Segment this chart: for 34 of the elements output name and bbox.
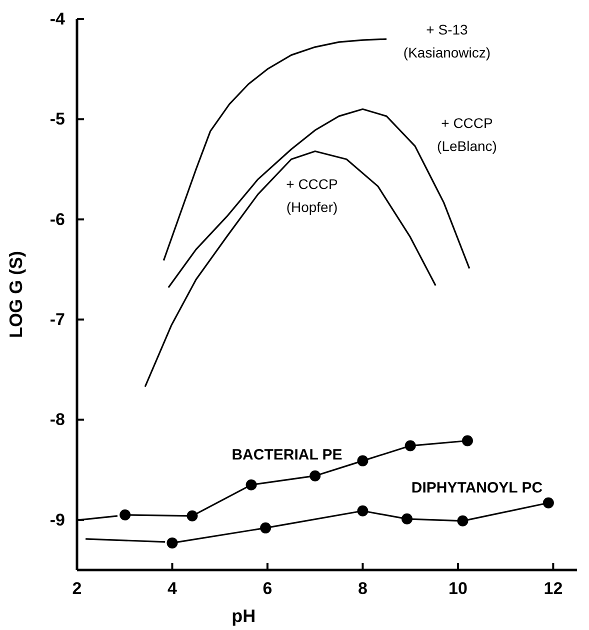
series-label: BACTERIAL PE [232, 446, 342, 464]
series-label: + CCCP (LeBlanc) [437, 115, 497, 154]
y-tick-label: -6 [50, 210, 65, 229]
point [402, 513, 412, 524]
y-tick-label: -4 [50, 9, 66, 28]
point [186, 510, 198, 522]
line-series [144, 150, 436, 388]
point [357, 455, 368, 466]
x-axis-title: pH [232, 606, 256, 626]
x-tick-label: 2 [72, 579, 82, 598]
y-tick-label: -8 [50, 410, 65, 430]
x-tick-label: 10 [448, 579, 468, 598]
point [357, 505, 368, 516]
series-label: DIPHYTANOYL PC [411, 479, 543, 496]
point [246, 479, 257, 490]
line-series [162, 38, 388, 262]
series-label: + CCCP (Hopfer) [286, 176, 338, 215]
point [462, 435, 473, 446]
series-label: + S-13 (Kasianowicz) [403, 22, 491, 61]
y-tick-label: -9 [50, 510, 65, 530]
point [260, 522, 272, 534]
point [166, 537, 178, 548]
y-axis-title: LOG G (S) [6, 251, 26, 338]
x-tick-label: 6 [262, 579, 272, 598]
y-tick-label: -7 [50, 310, 65, 329]
point [457, 515, 468, 526]
x-tick-label: 12 [544, 579, 563, 598]
point [404, 440, 416, 452]
point [120, 509, 131, 520]
point [542, 497, 554, 508]
x-tick-label: 4 [168, 579, 178, 598]
x-tick-label: 8 [358, 579, 368, 598]
point [310, 470, 321, 482]
y-tick-label: -5 [50, 110, 65, 129]
